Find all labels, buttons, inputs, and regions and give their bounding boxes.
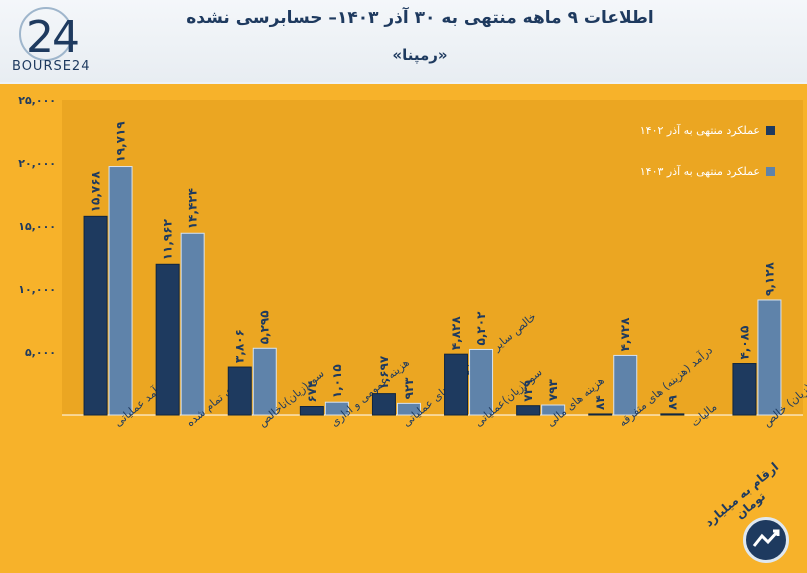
data-label: ۸۴ [593, 395, 607, 410]
data-label: ۹,۱۲۸ [762, 261, 776, 296]
bourse24-logo-icon: 2 4 [19, 7, 80, 63]
trend-circle-icon [743, 517, 789, 563]
legend: عملکرد منتهی به آذر ۱۴۰۲ عملکرد منتهی به… [640, 124, 775, 206]
data-label: ۱,۰۱۵ [330, 364, 344, 398]
bar [83, 215, 108, 416]
y-tick-label: ۱۵,۰۰۰ [18, 220, 56, 233]
legend-label-1402: عملکرد منتهی به آذر ۱۴۰۲ [639, 124, 760, 137]
data-label: ۹۲۳ [402, 377, 416, 400]
bar [516, 405, 541, 416]
page-subtitle: «رمپنا» [392, 46, 448, 64]
bar [469, 348, 494, 416]
data-label: ۱۴,۴۲۴ [186, 188, 200, 229]
bar [613, 354, 638, 416]
page-title: اطلاعات ۹ ماهه منتهی به ۳۰ آذر ۱۴۰۳– حسا… [186, 8, 654, 28]
bar [227, 366, 252, 416]
bar [541, 404, 566, 416]
y-tick-label: ۵,۰۰۰ [25, 346, 56, 359]
y-tick-label: ۲۵,۰۰۰ [18, 94, 56, 107]
data-label: ۵,۲۰۲ [474, 311, 488, 346]
bar [324, 401, 349, 416]
y-tick-label: ۱۰,۰۰۰ [18, 283, 56, 296]
data-label: ۴,۷۲۸ [618, 317, 632, 352]
legend-label-1403: عملکرد منتهی به آذر ۱۴۰۳ [639, 165, 760, 178]
bar [252, 347, 277, 416]
bar [299, 406, 324, 416]
legend-item-1402: عملکرد منتهی به آذر ۱۴۰۲ [640, 124, 775, 137]
data-label: ۱۵,۷۶۸ [89, 170, 103, 212]
y-tick-label: ۲۰,۰۰۰ [18, 157, 56, 170]
data-label: ۸۹ [665, 395, 679, 410]
data-label: ۱۹,۷۱۹ [114, 121, 128, 163]
data-label: ۵,۲۹۵ [258, 310, 272, 344]
data-label: ۴,۰۸۵ [737, 326, 751, 360]
bar-chart: ۵,۰۰۰ ۱۰,۰۰۰ ۱۵,۰۰۰ ۲۰,۰۰۰ ۲۵,۰۰۰ ۱۵,۷۶۸ ۱۹,۷۱… [18, 94, 807, 429]
logo-text: BOURSE24 [12, 59, 91, 74]
trend-arrow-icon [752, 529, 780, 547]
header: 2 4 BOURSE24 اطلاعات ۹ ماهه منتهی به ۳۰ … [0, 0, 807, 82]
bar [757, 299, 782, 416]
bar [155, 263, 180, 416]
data-label: ۴,۸۲۸ [449, 316, 463, 351]
data-label: ۶۷۴ [305, 381, 319, 403]
legend-item-1403: عملکرد منتهی به آذر ۱۴۰۳ [640, 165, 775, 178]
data-label: ۱۱,۹۶۲ [161, 218, 175, 260]
data-label: ۱,۶۹۷ [377, 355, 391, 390]
bar [180, 232, 205, 416]
data-label: ۷۳۹ [521, 379, 535, 402]
bar [396, 402, 421, 416]
bar [444, 353, 469, 416]
data-label: ۷۹۳ [546, 378, 560, 401]
legend-swatch-1403 [766, 167, 775, 176]
bar [588, 413, 613, 416]
bar [108, 166, 133, 416]
bar [371, 393, 396, 416]
bar [660, 413, 685, 416]
svg-text:4: 4 [52, 12, 80, 63]
bar [732, 363, 757, 416]
legend-swatch-1402 [766, 126, 775, 135]
svg-text:2: 2 [26, 12, 54, 63]
data-label: ۳,۸۰۶ [233, 329, 247, 363]
